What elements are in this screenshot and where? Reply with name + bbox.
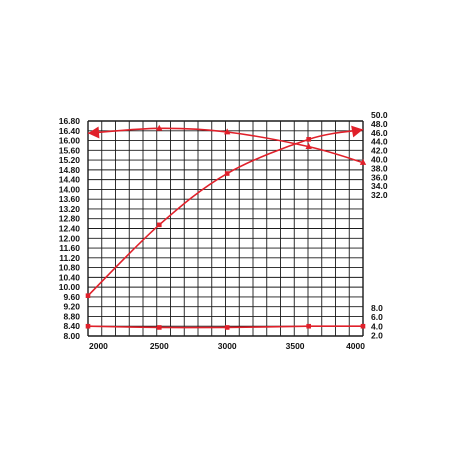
- y-tick-label-left: 10.80: [59, 263, 81, 273]
- y-tick-label-left: 15.20: [59, 155, 81, 165]
- y-tick-label-right: 4.0: [371, 321, 383, 331]
- y-tick-label-left: 8.40: [63, 321, 80, 331]
- y-tick-label-left: 16.80: [59, 116, 81, 126]
- y-tick-label-right: 36.0: [371, 172, 388, 182]
- y-tick-label-left: 13.60: [59, 194, 81, 204]
- y-tick-label-right: 40.0: [371, 155, 388, 165]
- y-tick-label-left: 9.60: [63, 292, 80, 302]
- y-tick-label-left: 11.60: [59, 243, 80, 253]
- y-tick-label-right: 34.0: [371, 181, 388, 191]
- data-point-triangle: [223, 128, 231, 135]
- arrow-head: [88, 126, 100, 139]
- y-tick-label-left: 12.00: [59, 233, 81, 243]
- y-tick-label-left: 10.40: [59, 272, 81, 282]
- y-tick-label-left: 11.20: [59, 253, 80, 263]
- series-line-0: [87, 128, 364, 297]
- y-tick-label-left: 10.00: [59, 282, 81, 292]
- data-point-triangle: [359, 158, 367, 165]
- y-tick-label-left: 8.00: [63, 331, 80, 341]
- arrow-head: [351, 125, 363, 138]
- x-tick-label: 3500: [286, 341, 305, 351]
- y-tick-label-left: 8.80: [63, 311, 80, 321]
- x-tick-label: 3000: [218, 341, 237, 351]
- y-tick-label-right: 32.0: [371, 190, 388, 200]
- x-tick-label: 2500: [150, 341, 169, 351]
- y-tick-label-right: 42.0: [371, 146, 388, 156]
- data-point-square: [224, 171, 230, 176]
- data-point-square: [224, 325, 230, 330]
- y-tick-label-right: 8.0: [371, 303, 383, 313]
- y-tick-label-left: 16.00: [59, 136, 81, 146]
- y-tick-label-right: 50.0: [371, 110, 388, 120]
- tick-labels: 16.8016.4016.0015.6015.2014.8014.4014.00…: [59, 110, 388, 351]
- y-tick-label-left: 16.40: [59, 126, 81, 136]
- data-point-square: [156, 222, 162, 228]
- data-point-triangle: [305, 143, 312, 150]
- y-tick-label-right: 38.0: [371, 163, 388, 173]
- y-tick-label-right: 46.0: [371, 128, 388, 138]
- y-tick-label-right: 44.0: [371, 137, 388, 147]
- data-point-square: [85, 293, 91, 298]
- y-tick-label-left: 14.40: [59, 175, 81, 185]
- y-tick-label-right: 6.0: [371, 312, 383, 322]
- y-tick-label-left: 9.20: [63, 302, 80, 312]
- data-point-square: [360, 323, 366, 329]
- y-tick-label-left: 14.00: [59, 184, 81, 194]
- y-tick-label-left: 15.60: [59, 145, 81, 155]
- x-tick-label: 4000: [346, 341, 365, 351]
- data-point-square: [85, 323, 91, 329]
- data-point-square: [156, 325, 162, 330]
- data-point-square: [306, 137, 311, 142]
- y-tick-label-right: 48.0: [371, 119, 388, 129]
- y-tick-label-left: 14.80: [59, 165, 81, 175]
- y-tick-label-right: 2.0: [371, 331, 383, 341]
- grid: [87, 120, 364, 337]
- data-point-square: [306, 323, 311, 329]
- series-layer: [85, 124, 367, 330]
- y-tick-label-left: 12.40: [59, 224, 81, 234]
- y-tick-label-left: 12.80: [59, 214, 81, 224]
- data-point-triangle: [156, 124, 163, 131]
- x-tick-label: 2000: [89, 341, 108, 351]
- y-tick-label-left: 13.20: [59, 204, 81, 214]
